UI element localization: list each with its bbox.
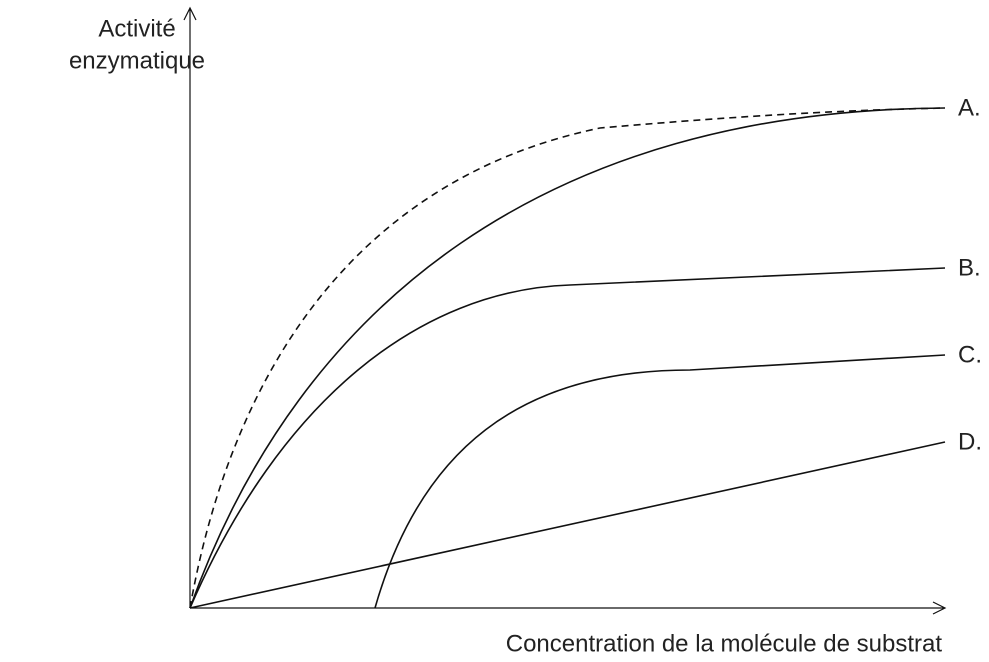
- curve-label: C.: [958, 341, 982, 368]
- y-axis-label: Activité: [98, 15, 175, 42]
- x-axis-label: Concentration de la molécule de substrat: [506, 630, 943, 657]
- y-axis: [183, 6, 197, 608]
- curve-label: A.: [958, 94, 981, 121]
- curve-c: [374, 354, 946, 609]
- x-axis: [190, 601, 947, 615]
- y-axis-label: enzymatique: [69, 47, 205, 74]
- reference-curve: [189, 107, 946, 609]
- curve-b: [189, 267, 946, 609]
- curve-a: [189, 107, 946, 609]
- curve-label: B.: [958, 254, 981, 281]
- curve-label: D.: [958, 428, 982, 455]
- curve-d: [189, 441, 946, 609]
